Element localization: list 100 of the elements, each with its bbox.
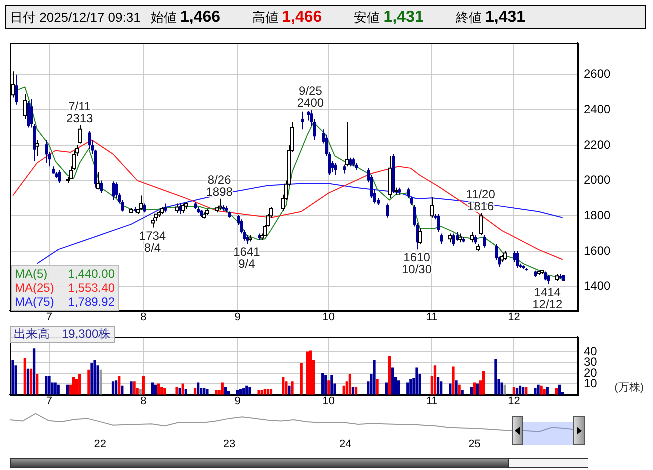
chart-title: 出来高 19,300株 (10, 326, 115, 343)
bar (410, 380, 412, 395)
candlestick (45, 140, 48, 164)
candlestick (483, 235, 486, 248)
bar (342, 386, 346, 395)
x-tick-label: 8 (140, 311, 147, 324)
bar (391, 368, 394, 395)
bar (78, 374, 82, 395)
bar (473, 382, 476, 395)
bar (330, 375, 334, 395)
bar (240, 389, 242, 395)
bar (215, 390, 218, 395)
candlestick (386, 203, 389, 218)
bar (130, 382, 133, 395)
bar (512, 387, 516, 395)
bar (178, 388, 182, 395)
candlestick (513, 250, 516, 263)
bar (264, 389, 266, 395)
x-tick-label: 24 (340, 438, 352, 451)
chart-title: 日付 2025/12/17 09:31 (10, 10, 141, 25)
bar (461, 390, 464, 395)
bar (537, 384, 540, 395)
bar (518, 386, 522, 395)
bar (176, 387, 178, 395)
bar (543, 389, 546, 395)
bar (30, 368, 33, 395)
bar (452, 366, 455, 395)
bar (32, 348, 36, 395)
candlestick (516, 250, 519, 269)
x-tick-label: 7 (46, 311, 53, 324)
bar (142, 376, 145, 395)
bar (248, 387, 252, 395)
y-tick-label: 2400 (584, 102, 612, 116)
bar (309, 350, 312, 395)
annotation: 1641 9/4 (234, 245, 261, 272)
bar (236, 390, 240, 395)
x-tick-label: 23 (223, 438, 236, 451)
bar (436, 377, 440, 395)
text: 高値 1,466 (252, 9, 322, 26)
y-tick-label: 2200 (584, 138, 612, 152)
bar (206, 389, 209, 395)
bar (500, 382, 504, 395)
bar (540, 386, 543, 395)
bar (158, 384, 160, 395)
bar (36, 374, 39, 395)
bar (285, 382, 288, 395)
bar (57, 384, 60, 395)
text: MA(25) 1,553.40 (15, 281, 115, 295)
bar (139, 389, 142, 395)
y-tick-label: 1800 (584, 208, 612, 222)
candlestick (334, 162, 337, 176)
bar (322, 373, 324, 395)
bar (121, 386, 124, 395)
bar (133, 382, 136, 395)
x-tick-label: 12 (508, 311, 520, 324)
bar (300, 364, 303, 395)
annotation: 1734 8/4 (139, 228, 166, 255)
bar (558, 384, 562, 395)
candlestick (15, 74, 18, 106)
bar (72, 377, 76, 395)
candlestick (440, 233, 443, 245)
y-tick-label: 1400 (584, 279, 612, 294)
y-axis-title: (万株) (614, 381, 644, 395)
bar (482, 371, 486, 395)
y-tick-label: 2000 (584, 173, 612, 188)
bar (352, 387, 355, 395)
bar (288, 386, 291, 395)
bar (26, 368, 30, 395)
bar (66, 384, 70, 395)
candlestick (547, 274, 550, 285)
bar (282, 377, 285, 395)
bar (434, 366, 437, 395)
candlestick (452, 233, 455, 247)
annotation: 9/25 2400 (297, 84, 324, 110)
x-tick-label: 8 (140, 395, 147, 408)
bar (48, 376, 51, 395)
bar (24, 358, 27, 395)
bar (100, 370, 102, 395)
bar (54, 382, 57, 395)
bar (348, 374, 352, 395)
x-tick-label: 25 (468, 438, 481, 451)
text: 安値 1,431 (354, 9, 424, 26)
bar (406, 382, 410, 395)
bar (182, 384, 184, 395)
bar (242, 388, 246, 395)
bar (555, 388, 558, 395)
text: MA(5) 1,440.00 (15, 267, 115, 281)
bar (196, 382, 200, 395)
bar (151, 382, 154, 395)
bar (385, 382, 388, 395)
candlestick (112, 181, 115, 201)
bar (470, 387, 474, 395)
bar (203, 388, 206, 395)
bar (164, 388, 166, 395)
x-tick-label: 10 (322, 395, 336, 408)
bar (12, 360, 14, 395)
bar (504, 384, 506, 395)
bar (328, 380, 330, 395)
bar (112, 382, 115, 395)
x-tick-label: 11 (426, 395, 438, 408)
